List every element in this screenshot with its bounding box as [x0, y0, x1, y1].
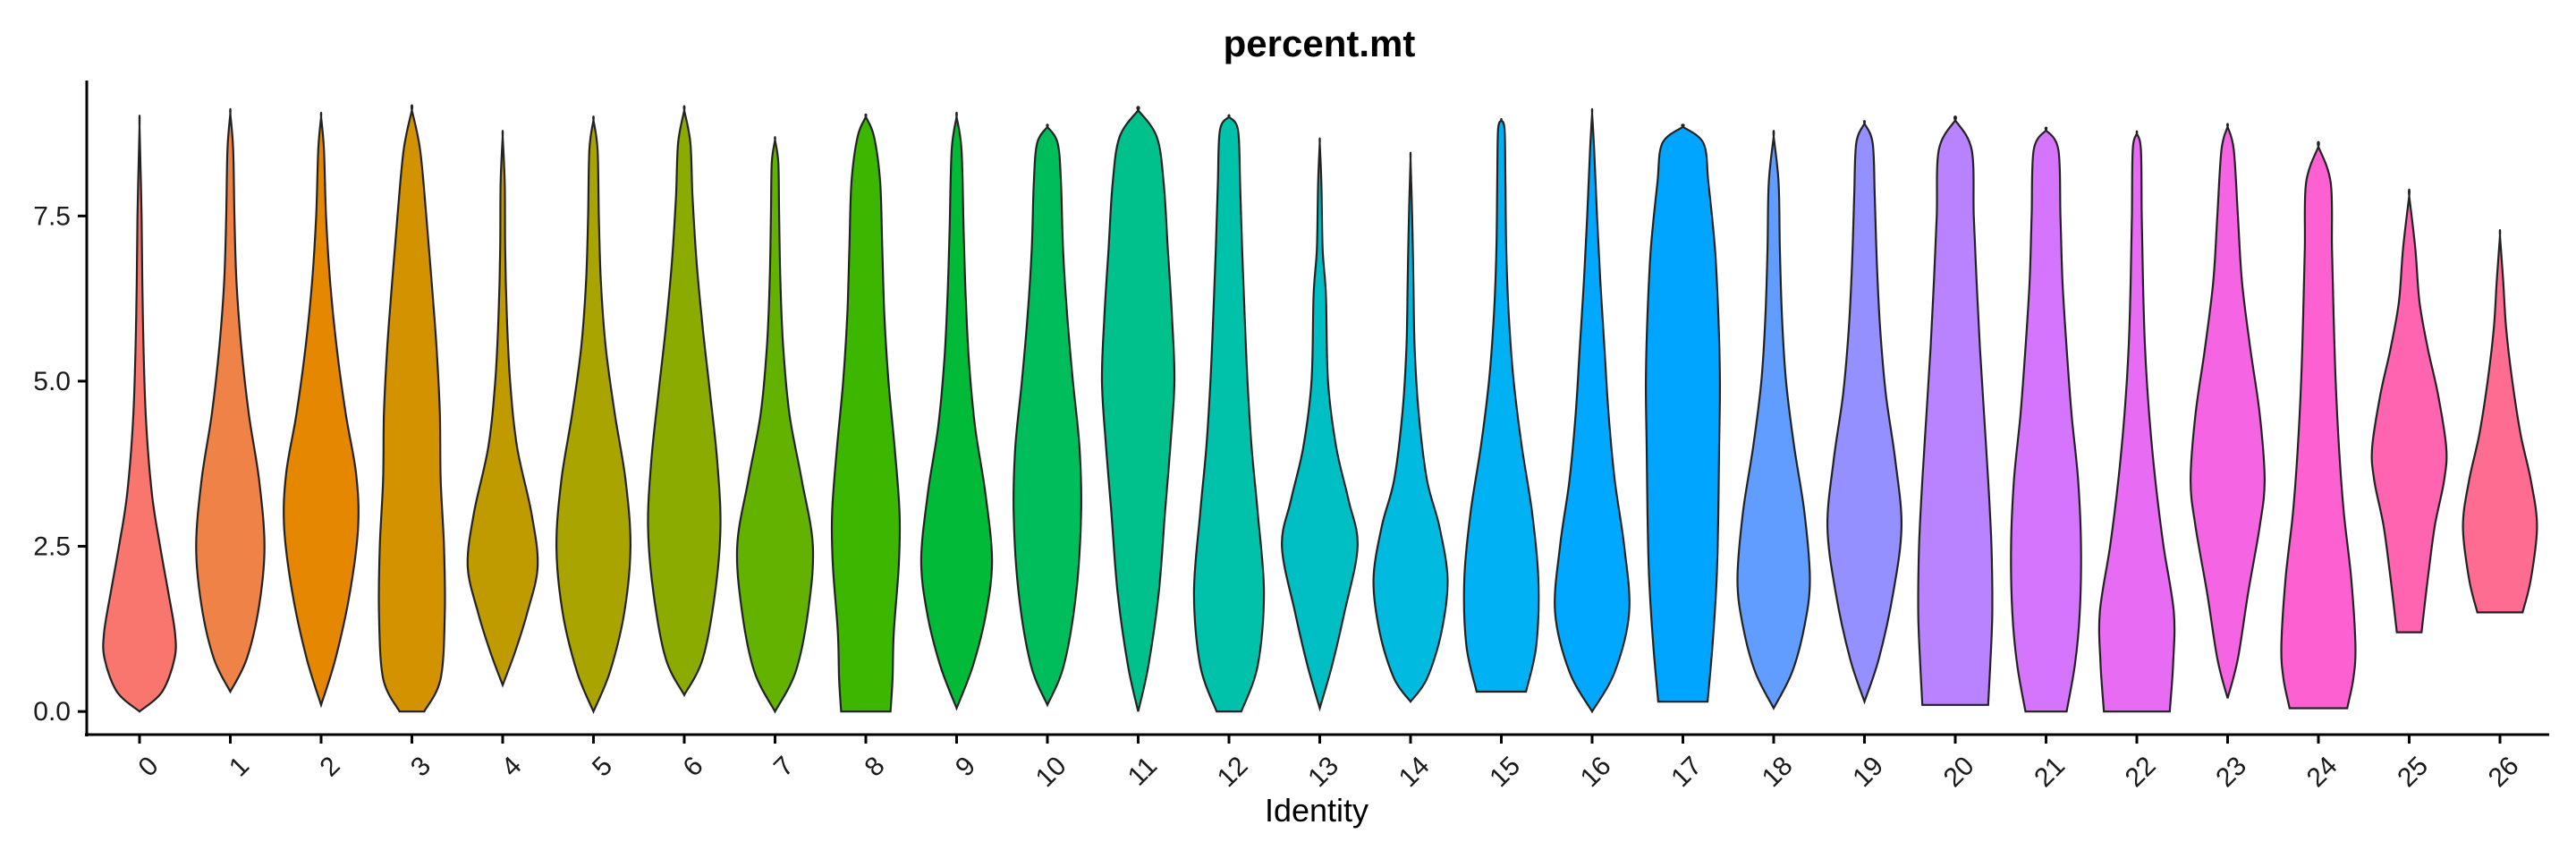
violin-20 [1917, 115, 1994, 706]
x-axis-ticks: 0 1 2 3 4 5 6 7 8 9 10 11 12 13 14 15 16 17 18 19 20 21 22 23 24… [133, 735, 2525, 793]
x-tick-label-26: 26 [2483, 751, 2525, 793]
x-tick-label-15: 15 [1484, 751, 1526, 793]
x-tick-label-19: 19 [1847, 751, 1889, 793]
x-tick-label-22: 22 [2120, 751, 2162, 793]
violin-19 [1826, 120, 1903, 705]
violin-23 [2189, 123, 2267, 699]
violin-9 [919, 111, 994, 711]
x-tick-label-7: 7 [768, 751, 800, 782]
x-tick-label-23: 23 [2210, 751, 2252, 793]
x-tick-label-1: 1 [224, 751, 255, 782]
violin-16 [1554, 107, 1631, 714]
x-tick-label-0: 0 [133, 751, 165, 782]
x-axis-title: Identity [1265, 792, 1368, 829]
violin-4 [466, 130, 539, 688]
violin-17 [1644, 123, 1722, 703]
x-tick-label-24: 24 [2301, 751, 2343, 793]
violin-22 [2097, 130, 2176, 713]
violin-7 [735, 136, 815, 714]
x-tick-label-10: 10 [1030, 751, 1072, 793]
x-tick-label-2: 2 [315, 751, 346, 782]
violin-15 [1462, 117, 1540, 693]
violin-1 [195, 107, 266, 694]
x-tick-label-5: 5 [587, 751, 618, 782]
chart-title: percent.mt [1224, 22, 1416, 64]
violin-2 [283, 111, 360, 709]
y-tick-label-2.5: 2.5 [33, 532, 71, 562]
violin-13 [1281, 137, 1359, 712]
violin-8 [830, 113, 902, 713]
violin-6 [647, 105, 722, 698]
violin-12 [1192, 114, 1266, 713]
violin-3 [377, 104, 446, 713]
violin-14 [1372, 151, 1449, 703]
x-tick-label-11: 11 [1123, 751, 1163, 791]
x-tick-label-9: 9 [950, 751, 981, 782]
violin-18 [1736, 130, 1811, 710]
x-tick-label-6: 6 [678, 751, 709, 782]
x-tick-label-8: 8 [860, 751, 891, 782]
x-tick-label-18: 18 [1757, 751, 1799, 793]
y-tick-label-0.0: 0.0 [33, 697, 71, 727]
violin-24 [2280, 140, 2357, 710]
x-tick-label-12: 12 [1212, 751, 1254, 793]
violin-5 [555, 115, 632, 715]
violin-21 [2010, 126, 2082, 713]
x-tick-label-3: 3 [405, 751, 436, 782]
violin-26 [2462, 228, 2538, 614]
x-tick-label-17: 17 [1665, 751, 1707, 793]
x-tick-label-4: 4 [496, 751, 528, 782]
violin-25 [2370, 188, 2448, 634]
violin-10 [1013, 123, 1082, 708]
x-tick-label-21: 21 [2029, 751, 2071, 793]
y-tick-label-5.0: 5.0 [33, 367, 71, 396]
x-tick-label-25: 25 [2392, 751, 2434, 793]
violin-0 [102, 115, 177, 713]
y-tick-label-7.5: 7.5 [33, 201, 71, 231]
x-tick-label-13: 13 [1302, 751, 1344, 793]
violins-group [102, 104, 2538, 715]
y-axis-ticks: 0.0 2.5 5.0 7.5 [33, 201, 87, 727]
x-tick-label-14: 14 [1394, 751, 1436, 793]
x-tick-label-16: 16 [1575, 751, 1617, 793]
violin-11 [1100, 106, 1176, 712]
x-tick-label-20: 20 [1938, 751, 1980, 793]
